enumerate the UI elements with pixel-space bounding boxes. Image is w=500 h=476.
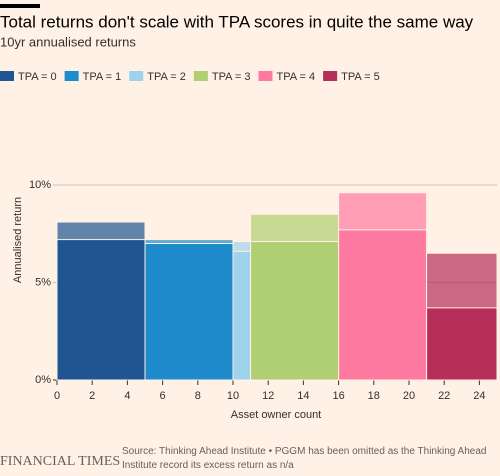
legend-label: TPA = 3 [212, 71, 251, 83]
legend-swatch [129, 71, 144, 81]
legend-swatch [64, 71, 79, 81]
x-tick-label: 24 [473, 390, 485, 402]
x-tick-label: 14 [297, 390, 309, 402]
x-tick-label: 6 [160, 390, 166, 402]
source: Source: Thinking Ahead Institute • PGGM … [122, 446, 487, 471]
legend-swatch [258, 71, 273, 81]
bar-lower [250, 241, 340, 381]
legend-label: TPA = 0 [18, 71, 57, 83]
legend-swatch [193, 71, 208, 81]
chart-title: Total returns don't scale with TPA score… [0, 12, 474, 31]
x-tick-label: 0 [54, 390, 60, 402]
x-tick-label: 8 [195, 390, 201, 402]
bar-lower [232, 250, 252, 381]
bar-lower [426, 307, 498, 381]
brand: FINANCIAL TIMES [0, 454, 120, 469]
bar-lower [144, 243, 234, 381]
x-tick-label: 16 [332, 390, 344, 402]
x-tick-label: 18 [368, 390, 380, 402]
x-tick-label: 22 [438, 390, 450, 402]
y-tick-label: 0% [35, 374, 51, 386]
y-tick-label: 5% [35, 276, 51, 288]
chart-subtitle: 10yr annualised returns [0, 34, 136, 49]
legend-swatch [0, 71, 14, 81]
x-tick-label: 10 [227, 390, 239, 402]
y-tick-label: 10% [29, 179, 51, 191]
x-axis-label: Asset owner count [231, 409, 322, 421]
brand-bar [0, 4, 40, 8]
bar-lower [56, 239, 146, 381]
legend-label: TPA = 5 [341, 71, 380, 83]
legend-label: TPA = 1 [83, 71, 122, 83]
legend-swatch [323, 71, 338, 81]
bar-lower [338, 229, 428, 381]
x-tick-label: 20 [403, 390, 415, 402]
legend-label: TPA = 2 [147, 71, 186, 83]
y-axis-label: Annualised return [12, 197, 24, 283]
x-tick-label: 12 [262, 390, 274, 402]
x-tick-label: 2 [89, 390, 95, 402]
legend-label: TPA = 4 [277, 71, 316, 83]
x-tick-label: 4 [124, 390, 130, 402]
